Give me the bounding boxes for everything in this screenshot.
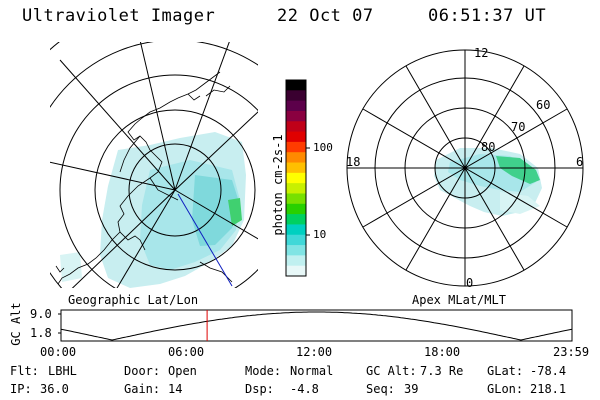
mlt-label-0: 0 [466,276,474,290]
altitude-curve [60,311,573,341]
dsp-value: -4.8 [290,382,319,396]
colorbar-swatch [286,131,306,143]
time-tick-2359: 23:59 [553,345,590,359]
colorbar-tick-10: 10 [313,228,327,241]
colorbar-swatch [286,183,306,194]
door-value: Open [168,364,197,378]
glat-label: GLat: [487,364,524,378]
colorbar-swatch [286,255,306,267]
time-tick-1200: 12:00 [296,345,333,359]
apex-panel-label: Apex MLat/MLT [412,293,506,307]
geographic-panel-label: Geographic Lat/Lon [68,293,199,307]
colorbar-swatch [286,100,306,112]
colorbar-tick-100: 100 [313,141,333,154]
seq-label: Seq: [366,382,395,396]
lat-circles [50,42,258,288]
meridians [50,42,258,288]
seq-value: 39 [404,382,419,396]
mlat-label-80: 80 [481,140,496,154]
altitude-tick-1-8: 1.8 [30,326,52,340]
colorbar-swatch [286,234,306,246]
time-label: 06:51:37 UT [428,6,547,26]
altitude-tick-9: 9.0 [30,307,52,321]
door-label: Door: [124,364,161,378]
filter-label: Flt: [10,364,39,378]
dsp-label: Dsp: [245,382,274,396]
gc-alt-label: GC Alt: [366,364,417,378]
glon-value: 218.1 [530,382,567,396]
colorbar-swatch [286,90,306,102]
time-tick-1800: 18:00 [424,345,461,359]
polar-grid [346,49,584,287]
mode-label: Mode: [245,364,282,378]
colorbar-swatch [286,110,306,122]
colorbar-swatch [286,172,306,184]
mlat-label-60: 60 [536,98,551,112]
satellite-track [177,193,233,287]
time-tick-0600: 06:00 [168,345,205,359]
ip-value: 36.0 [40,382,69,396]
colorbar-swatch [286,141,306,153]
instrument-title: Ultraviolet Imager [22,6,216,26]
filter-value: LBHL [48,364,77,378]
altitude-axis-label: GC Alt [9,302,23,346]
colorbar-swatch [286,203,306,215]
colorbar-swatch [286,193,306,205]
mlt-label-18: 18 [346,155,361,169]
colorbar-swatch [286,214,306,225]
coastline [55,71,233,285]
colorbar-swatch [286,121,306,133]
time-tick-0000: 00:00 [40,345,77,359]
gain-value: 14 [168,382,183,396]
colorbar-swatch [286,162,306,174]
gain-label: Gain: [124,382,161,396]
glon-label: GLon: [487,382,524,396]
mlt-label-12: 12 [474,46,489,60]
glat-value: -78.4 [530,364,567,378]
mlat-label-70: 70 [511,120,526,134]
aurora-image-polar [434,148,542,216]
ip-label: IP: [10,382,32,396]
mode-value: Normal [290,364,334,378]
colorbar-swatches [286,80,306,277]
colorbar-swatch [286,245,306,256]
colorbar-swatch [286,152,306,164]
date-label: 22 Oct 07 [277,6,374,26]
colorbar-swatch [286,224,306,236]
gc-alt-value: 7.3 Re [420,364,464,378]
colorbar-swatch [286,80,306,91]
mlt-label-6: 6 [576,155,584,169]
colorbar-swatch [286,265,306,277]
